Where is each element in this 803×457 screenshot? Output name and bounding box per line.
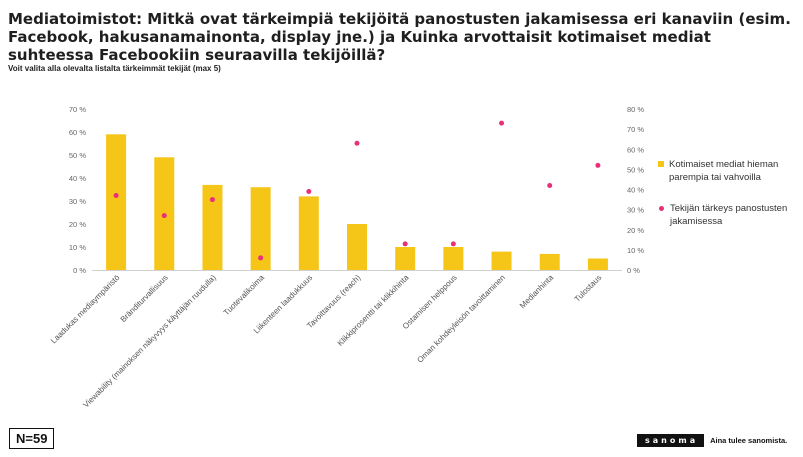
brand-footer: sanoma Aina tulee sanomista. xyxy=(637,434,787,447)
legend-item-bars: Kotimaiset mediat hieman parempia tai va… xyxy=(658,158,793,184)
y-right-tick-label: 30 % xyxy=(627,206,644,215)
page-title: Mediatoimistot: Mitkä ovat tärkeimpiä te… xyxy=(8,10,791,64)
scatter-point xyxy=(113,193,119,199)
bar xyxy=(395,247,416,270)
bar xyxy=(587,258,608,270)
legend-item-dots: Tekijän tärkeys panostusten jakamisessa xyxy=(658,202,793,228)
y-right-tick-label: 70 % xyxy=(627,125,644,134)
bar xyxy=(202,184,223,270)
legend-label-dots: Tekijän tärkeys panostusten jakamisessa xyxy=(670,203,788,227)
scatter-point xyxy=(209,197,215,203)
bar xyxy=(298,196,319,270)
y-right-tick-label: 0 % xyxy=(627,266,640,275)
y-left-tick-label: 0 % xyxy=(73,266,86,275)
scatter-point xyxy=(450,241,456,247)
page-subtitle: Voit valita alla olevalta listalta tärke… xyxy=(8,64,221,73)
legend-bar-swatch xyxy=(658,161,664,167)
y-left-tick-label: 70 % xyxy=(69,105,86,114)
x-tick-label: Tavoittavuus (reach) xyxy=(305,273,363,331)
scatter-point xyxy=(306,189,312,195)
x-tick-label: Tuotevalikoima xyxy=(222,273,267,318)
scatter-point xyxy=(499,120,505,126)
bar xyxy=(347,224,367,270)
x-tick-label: Laadukas mediaympäristö xyxy=(49,273,122,346)
scatter-point xyxy=(402,241,408,247)
sanoma-logo: sanoma xyxy=(637,434,705,447)
bar xyxy=(250,187,271,270)
scatter-point xyxy=(354,140,360,146)
x-tick-label: Tulostaus xyxy=(573,273,604,304)
y-left-tick-label: 50 % xyxy=(69,151,86,160)
bar xyxy=(491,251,512,270)
y-right-tick-label: 50 % xyxy=(627,165,644,174)
bar xyxy=(443,247,464,270)
y-right-tick-label: 20 % xyxy=(627,226,644,235)
scatter-point xyxy=(547,182,553,188)
x-tick-label: Medianhinta xyxy=(518,273,556,311)
legend-dot-swatch xyxy=(659,206,664,211)
scatter-point xyxy=(595,162,601,168)
sample-size-badge: N=59 xyxy=(9,428,55,449)
x-tick-label: Oman kohdeyleisön tavoittaminen xyxy=(415,273,507,365)
y-right-tick-label: 60 % xyxy=(627,145,644,154)
legend-label-bars: Kotimaiset mediat hieman parempia tai va… xyxy=(669,159,779,183)
bar xyxy=(539,253,560,270)
y-left-tick-label: 30 % xyxy=(69,197,86,206)
y-left-tick-label: 60 % xyxy=(69,128,86,137)
bar xyxy=(106,134,127,270)
y-right-tick-label: 10 % xyxy=(627,246,644,255)
scatter-point xyxy=(161,213,167,219)
scatter-point xyxy=(258,255,264,261)
brand-tagline: Aina tulee sanomista. xyxy=(710,436,788,445)
y-left-tick-label: 10 % xyxy=(69,243,86,252)
y-left-tick-label: 20 % xyxy=(69,220,86,229)
y-right-tick-label: 80 % xyxy=(627,105,644,114)
y-left-tick-label: 40 % xyxy=(69,174,86,183)
chart-legend: Kotimaiset mediat hieman parempia tai va… xyxy=(658,158,793,246)
y-right-tick-label: 40 % xyxy=(627,186,644,195)
x-tick-label: Bränditurvallisuus xyxy=(119,273,170,324)
